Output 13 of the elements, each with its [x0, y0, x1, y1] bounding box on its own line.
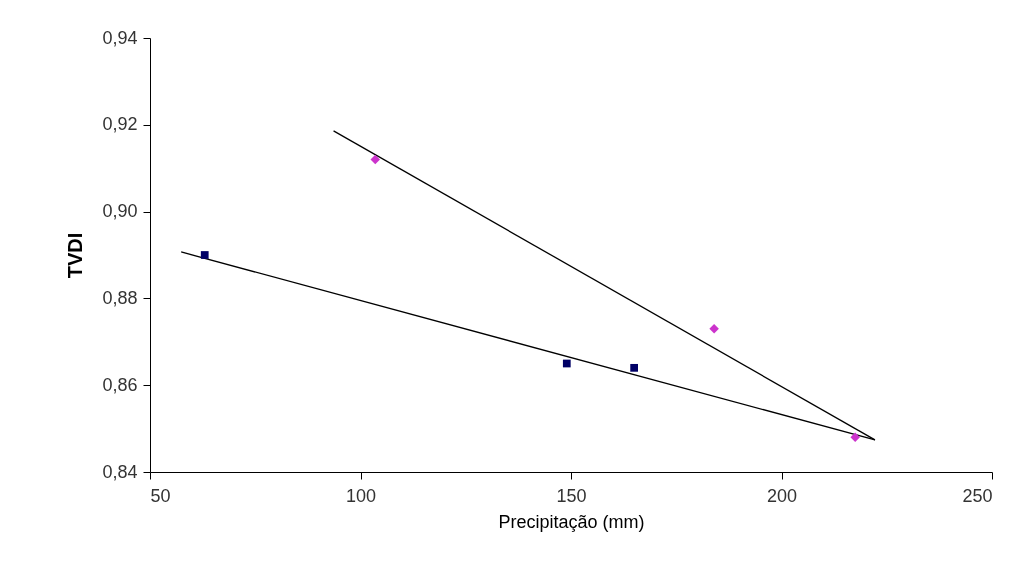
y-tick-label: 0,84 [102, 461, 138, 482]
x-axis-title: Precipitação (mm) [498, 511, 645, 532]
x-tick-label: 250 [962, 485, 993, 506]
y-tick-label: 0,92 [102, 114, 138, 135]
x-tick-label: 50 [150, 485, 171, 506]
y-axis-title: TVDI [64, 232, 87, 279]
x-tick-label: 100 [345, 485, 377, 506]
y-tick-label: 0,90 [102, 201, 138, 222]
y-tick-label: 0,94 [102, 27, 138, 48]
x-tick-label: 200 [766, 485, 798, 506]
y-tick-label: 0,88 [102, 287, 138, 308]
x-tick-label: 150 [556, 485, 587, 506]
y-tick-label: 0,86 [102, 374, 138, 395]
